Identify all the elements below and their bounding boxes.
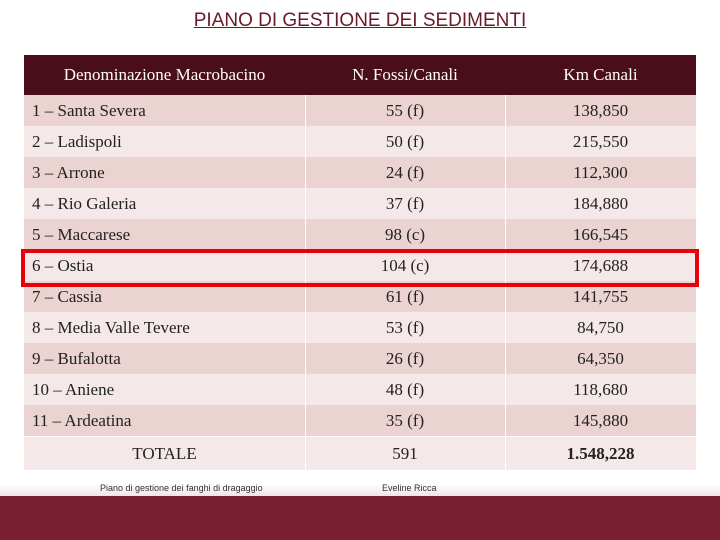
- table-row: 4 – Rio Galeria 37 (f) 184,880: [24, 188, 696, 220]
- cell-km: 64,350: [577, 349, 624, 368]
- column-divider: [305, 95, 306, 470]
- cell-macrobacino: 8 – Media Valle Tevere: [32, 318, 190, 337]
- cell-km: 112,300: [573, 163, 628, 182]
- cell-km: 84,750: [577, 318, 624, 337]
- cell-km: 166,545: [572, 225, 629, 244]
- cell-km: 174,688: [572, 256, 629, 275]
- table-row: 8 – Media Valle Tevere 53 (f) 84,750: [24, 312, 696, 344]
- footer-left-text: Piano di gestione dei fanghi di dragaggi…: [100, 483, 263, 493]
- table-row: 3 – Arrone 24 (f) 112,300: [24, 157, 696, 189]
- table-header: Denominazione Macrobacino N. Fossi/Canal…: [24, 55, 696, 95]
- total-row: TOTALE 591 1.548,228: [24, 437, 696, 470]
- total-fossi: 591: [392, 444, 418, 463]
- cell-macrobacino: 3 – Arrone: [32, 163, 105, 182]
- table-row: 1 – Santa Severa 55 (f) 138,850: [24, 95, 696, 127]
- cell-fossi: 98 (c): [384, 225, 426, 244]
- cell-fossi: 26 (f): [385, 349, 425, 368]
- header-fossi-canali: N. Fossi/Canali: [352, 65, 458, 84]
- cell-fossi: 24 (f): [385, 163, 425, 182]
- cell-fossi: 55 (f): [385, 101, 425, 120]
- table-row: 5 – Maccarese 98 (c) 166,545: [24, 219, 696, 251]
- table-row: 2 – Ladispoli 50 (f) 215,550: [24, 126, 696, 158]
- table-row: 11 – Ardeatina 35 (f) 145,880: [24, 405, 696, 437]
- cell-km: 215,550: [572, 132, 629, 151]
- cell-fossi: 48 (f): [385, 380, 425, 399]
- cell-macrobacino: 6 – Ostia: [32, 256, 94, 275]
- column-divider: [505, 95, 506, 470]
- table-row: 9 – Bufalotta 26 (f) 64,350: [24, 343, 696, 375]
- header-km-canali: Km Canali: [563, 65, 638, 84]
- header-macrobacino: Denominazione Macrobacino: [63, 65, 266, 84]
- footer-gradient: [0, 484, 720, 496]
- cell-macrobacino: 9 – Bufalotta: [32, 349, 121, 368]
- cell-macrobacino: 10 – Aniene: [32, 380, 115, 399]
- footer-author: Eveline Ricca: [382, 483, 437, 493]
- total-km: 1.548,228: [566, 444, 635, 463]
- cell-macrobacino: 5 – Maccarese: [32, 225, 131, 244]
- cell-macrobacino: 11 – Ardeatina: [32, 411, 132, 430]
- cell-km: 145,880: [572, 411, 629, 430]
- cell-km: 118,680: [573, 380, 628, 399]
- cell-macrobacino: 1 – Santa Severa: [32, 101, 146, 120]
- cell-fossi: 37 (f): [385, 194, 425, 213]
- cell-fossi: 104 (c): [380, 256, 430, 275]
- ostia-row-highlight: [21, 249, 699, 287]
- cell-fossi: 61 (f): [385, 287, 425, 306]
- table-row: 6 – Ostia 104 (c) 174,688: [24, 250, 696, 282]
- cell-fossi: 53 (f): [385, 318, 425, 337]
- cell-macrobacino: 4 – Rio Galeria: [32, 194, 137, 213]
- total-label: TOTALE: [132, 444, 197, 463]
- cell-km: 184,880: [572, 194, 629, 213]
- cell-km: 141,755: [572, 287, 629, 306]
- cell-macrobacino: 2 – Ladispoli: [32, 132, 122, 151]
- cell-km: 138,850: [572, 101, 629, 120]
- table-row: 10 – Aniene 48 (f) 118,680: [24, 374, 696, 406]
- cell-fossi: 50 (f): [385, 132, 425, 151]
- cell-macrobacino: 7 – Cassia: [32, 287, 102, 306]
- page-title: PIANO DI GESTIONE DEI SEDIMENTI: [193, 10, 527, 31]
- footer-bar: [0, 496, 720, 540]
- cell-fossi: 35 (f): [385, 411, 425, 430]
